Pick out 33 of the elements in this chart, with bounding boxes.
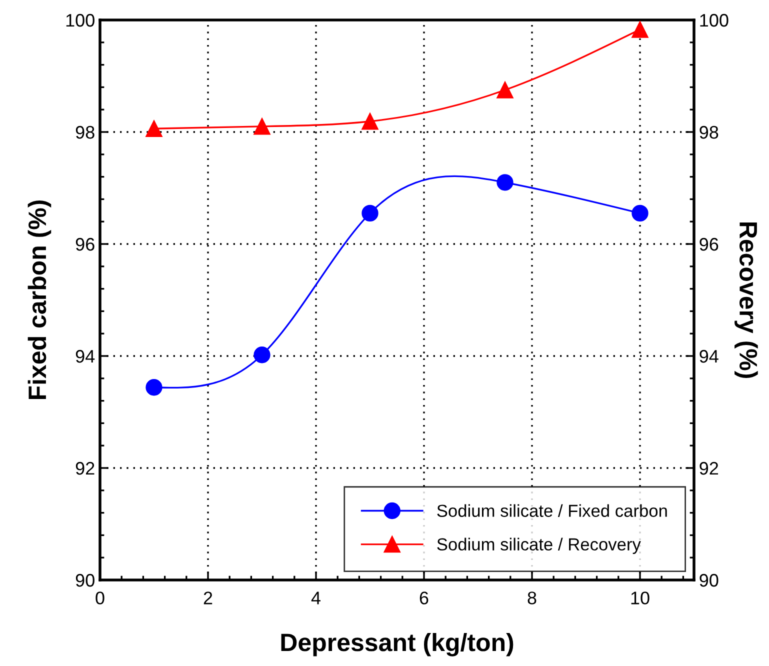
y-tick-label: 96 (76, 238, 94, 251)
point (362, 204, 378, 222)
point (496, 82, 514, 98)
y-tick-label: 92 (76, 462, 94, 475)
y-tick-label: 94 (76, 350, 95, 363)
x-tick-label: 0 (96, 592, 104, 604)
y2-tick-label: 92 (700, 462, 718, 475)
y2-tick-label: 90 (700, 574, 718, 587)
x-tick-label: 4 (311, 592, 320, 604)
x-tick-label: 6 (420, 592, 428, 604)
point (632, 204, 648, 222)
y-tick-label: 100 (66, 14, 94, 27)
point (146, 379, 162, 396)
x-tick-label: 8 (528, 592, 536, 604)
point (362, 113, 378, 130)
legend-label: Sodium silicate / Recovery (437, 538, 641, 554)
point (496, 174, 514, 191)
point (632, 21, 648, 38)
x-tick-label: 10 (631, 592, 650, 604)
y2-axis-title: Recovery (%) (734, 222, 758, 378)
x-axis-title: Depressant (kg/ton) (281, 632, 514, 656)
y2-tick-label: 94 (700, 350, 718, 363)
point (146, 120, 162, 137)
y2-tick-label: 96 (700, 238, 718, 251)
y-tick-label: 90 (76, 574, 94, 587)
y-tick-label: 98 (76, 126, 94, 139)
y2-tick-label: 100 (700, 14, 728, 27)
y-axis-title: Fixed carbon (%) (28, 200, 52, 400)
x-tick-label: 2 (204, 592, 212, 604)
point (254, 118, 270, 135)
legend-label: Sodium silicate / Fixed carbon (437, 504, 667, 517)
point (254, 346, 270, 364)
y2-tick-label: 98 (700, 126, 718, 139)
